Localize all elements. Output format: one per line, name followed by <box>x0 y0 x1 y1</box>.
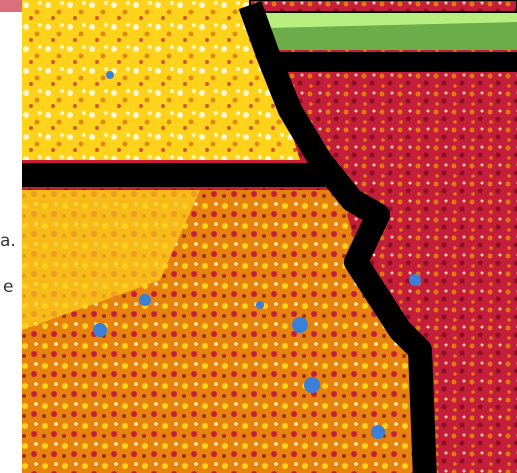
green-shade <box>268 22 517 50</box>
frame-line <box>249 0 517 13</box>
side-text: a. <box>0 231 16 251</box>
map-image <box>22 0 517 473</box>
side-text: e <box>3 277 13 297</box>
boundaries <box>22 0 517 473</box>
yellow-patch <box>22 190 200 330</box>
blue-spots <box>93 71 421 439</box>
yellow-texture <box>22 0 300 160</box>
